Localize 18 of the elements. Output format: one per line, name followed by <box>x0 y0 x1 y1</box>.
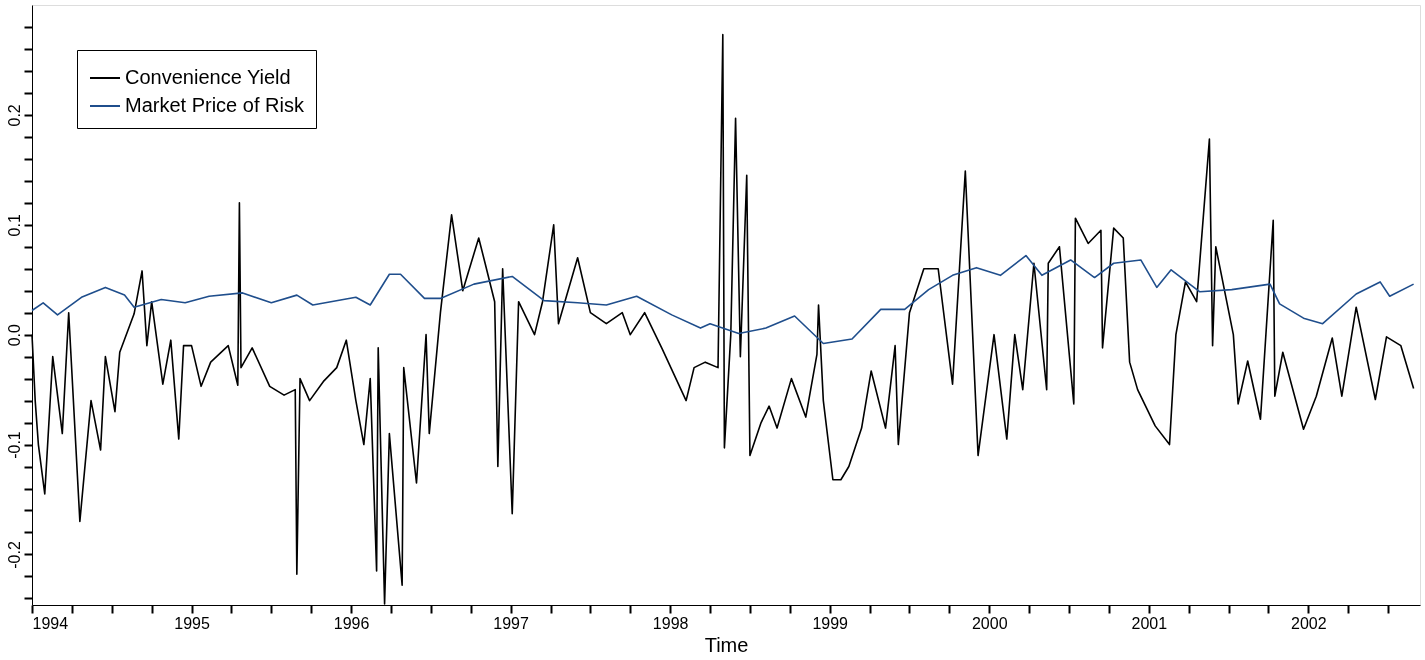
y-tick-label: -0.2 <box>5 541 23 569</box>
x-tick-label: 1997 <box>493 614 530 632</box>
x-tick-label: 1998 <box>652 614 689 632</box>
line-series <box>31 254 1415 345</box>
x-tick-label: 2002 <box>1291 614 1327 632</box>
x-tick-label: 2001 <box>1131 614 1168 632</box>
x-tick-label: 1994 <box>32 614 69 632</box>
legend-label: Convenience Yield <box>125 66 291 88</box>
y-tick-label: 0.1 <box>5 214 23 237</box>
x-tick-label: 1999 <box>812 614 849 632</box>
x-axis-title: Time <box>704 633 749 656</box>
y-tick-label: 0.2 <box>5 104 23 127</box>
x-tick-label: 1996 <box>333 614 370 632</box>
y-tick-label: 0.0 <box>5 323 23 347</box>
y-tick-label: -0.1 <box>5 431 23 459</box>
x-tick-label: 2000 <box>971 614 1008 632</box>
x-tick-label: 1995 <box>174 614 210 632</box>
legend-label: Market Price of Risk <box>125 94 305 116</box>
